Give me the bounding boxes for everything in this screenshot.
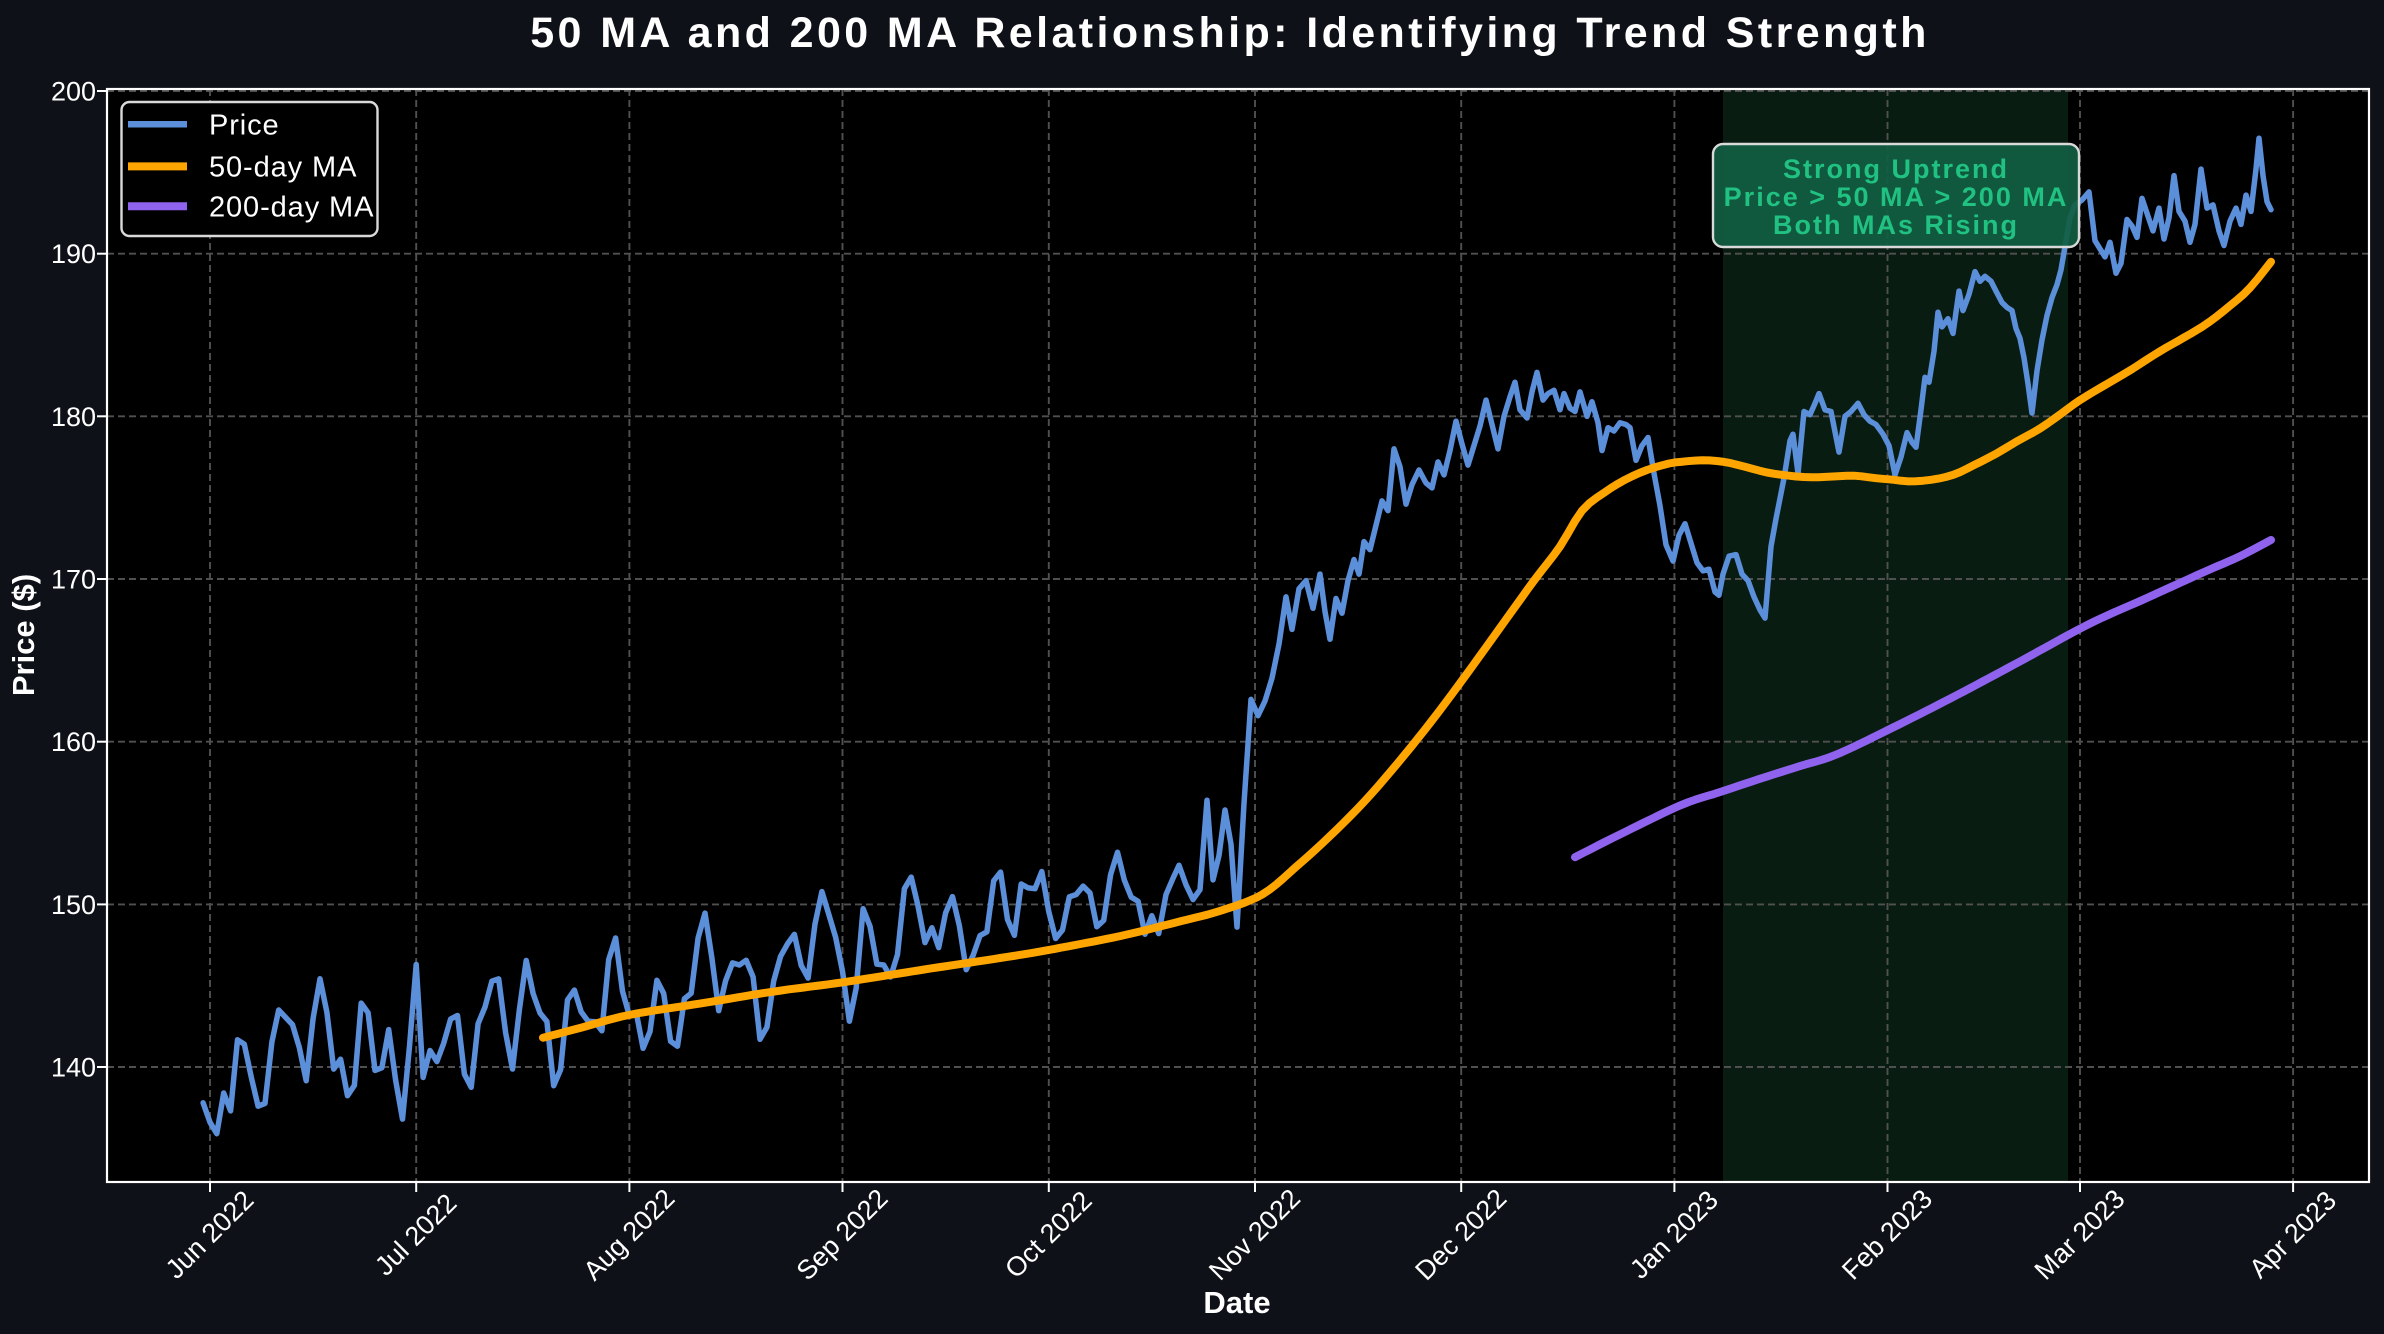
svg-text:Date: Date <box>1203 1285 1270 1320</box>
svg-text:140: 140 <box>51 1053 96 1083</box>
svg-text:Strong Uptrend: Strong Uptrend <box>1783 154 2009 184</box>
svg-text:Price: Price <box>209 110 280 142</box>
svg-text:190: 190 <box>51 239 96 269</box>
svg-text:180: 180 <box>51 402 96 432</box>
svg-text:160: 160 <box>51 727 96 757</box>
svg-text:170: 170 <box>51 565 96 595</box>
svg-text:200-day MA: 200-day MA <box>209 192 374 224</box>
svg-text:Price > 50 MA > 200 MA: Price > 50 MA > 200 MA <box>1724 182 2069 212</box>
svg-text:200: 200 <box>51 77 96 107</box>
svg-text:Both MAs Rising: Both MAs Rising <box>1773 210 2019 240</box>
svg-text:150: 150 <box>51 890 96 920</box>
svg-text:50-day MA: 50-day MA <box>209 152 357 184</box>
svg-text:Price ($): Price ($) <box>6 574 41 696</box>
svg-text:50 MA and 200 MA Relationship:: 50 MA and 200 MA Relationship: Identifyi… <box>530 9 1930 57</box>
